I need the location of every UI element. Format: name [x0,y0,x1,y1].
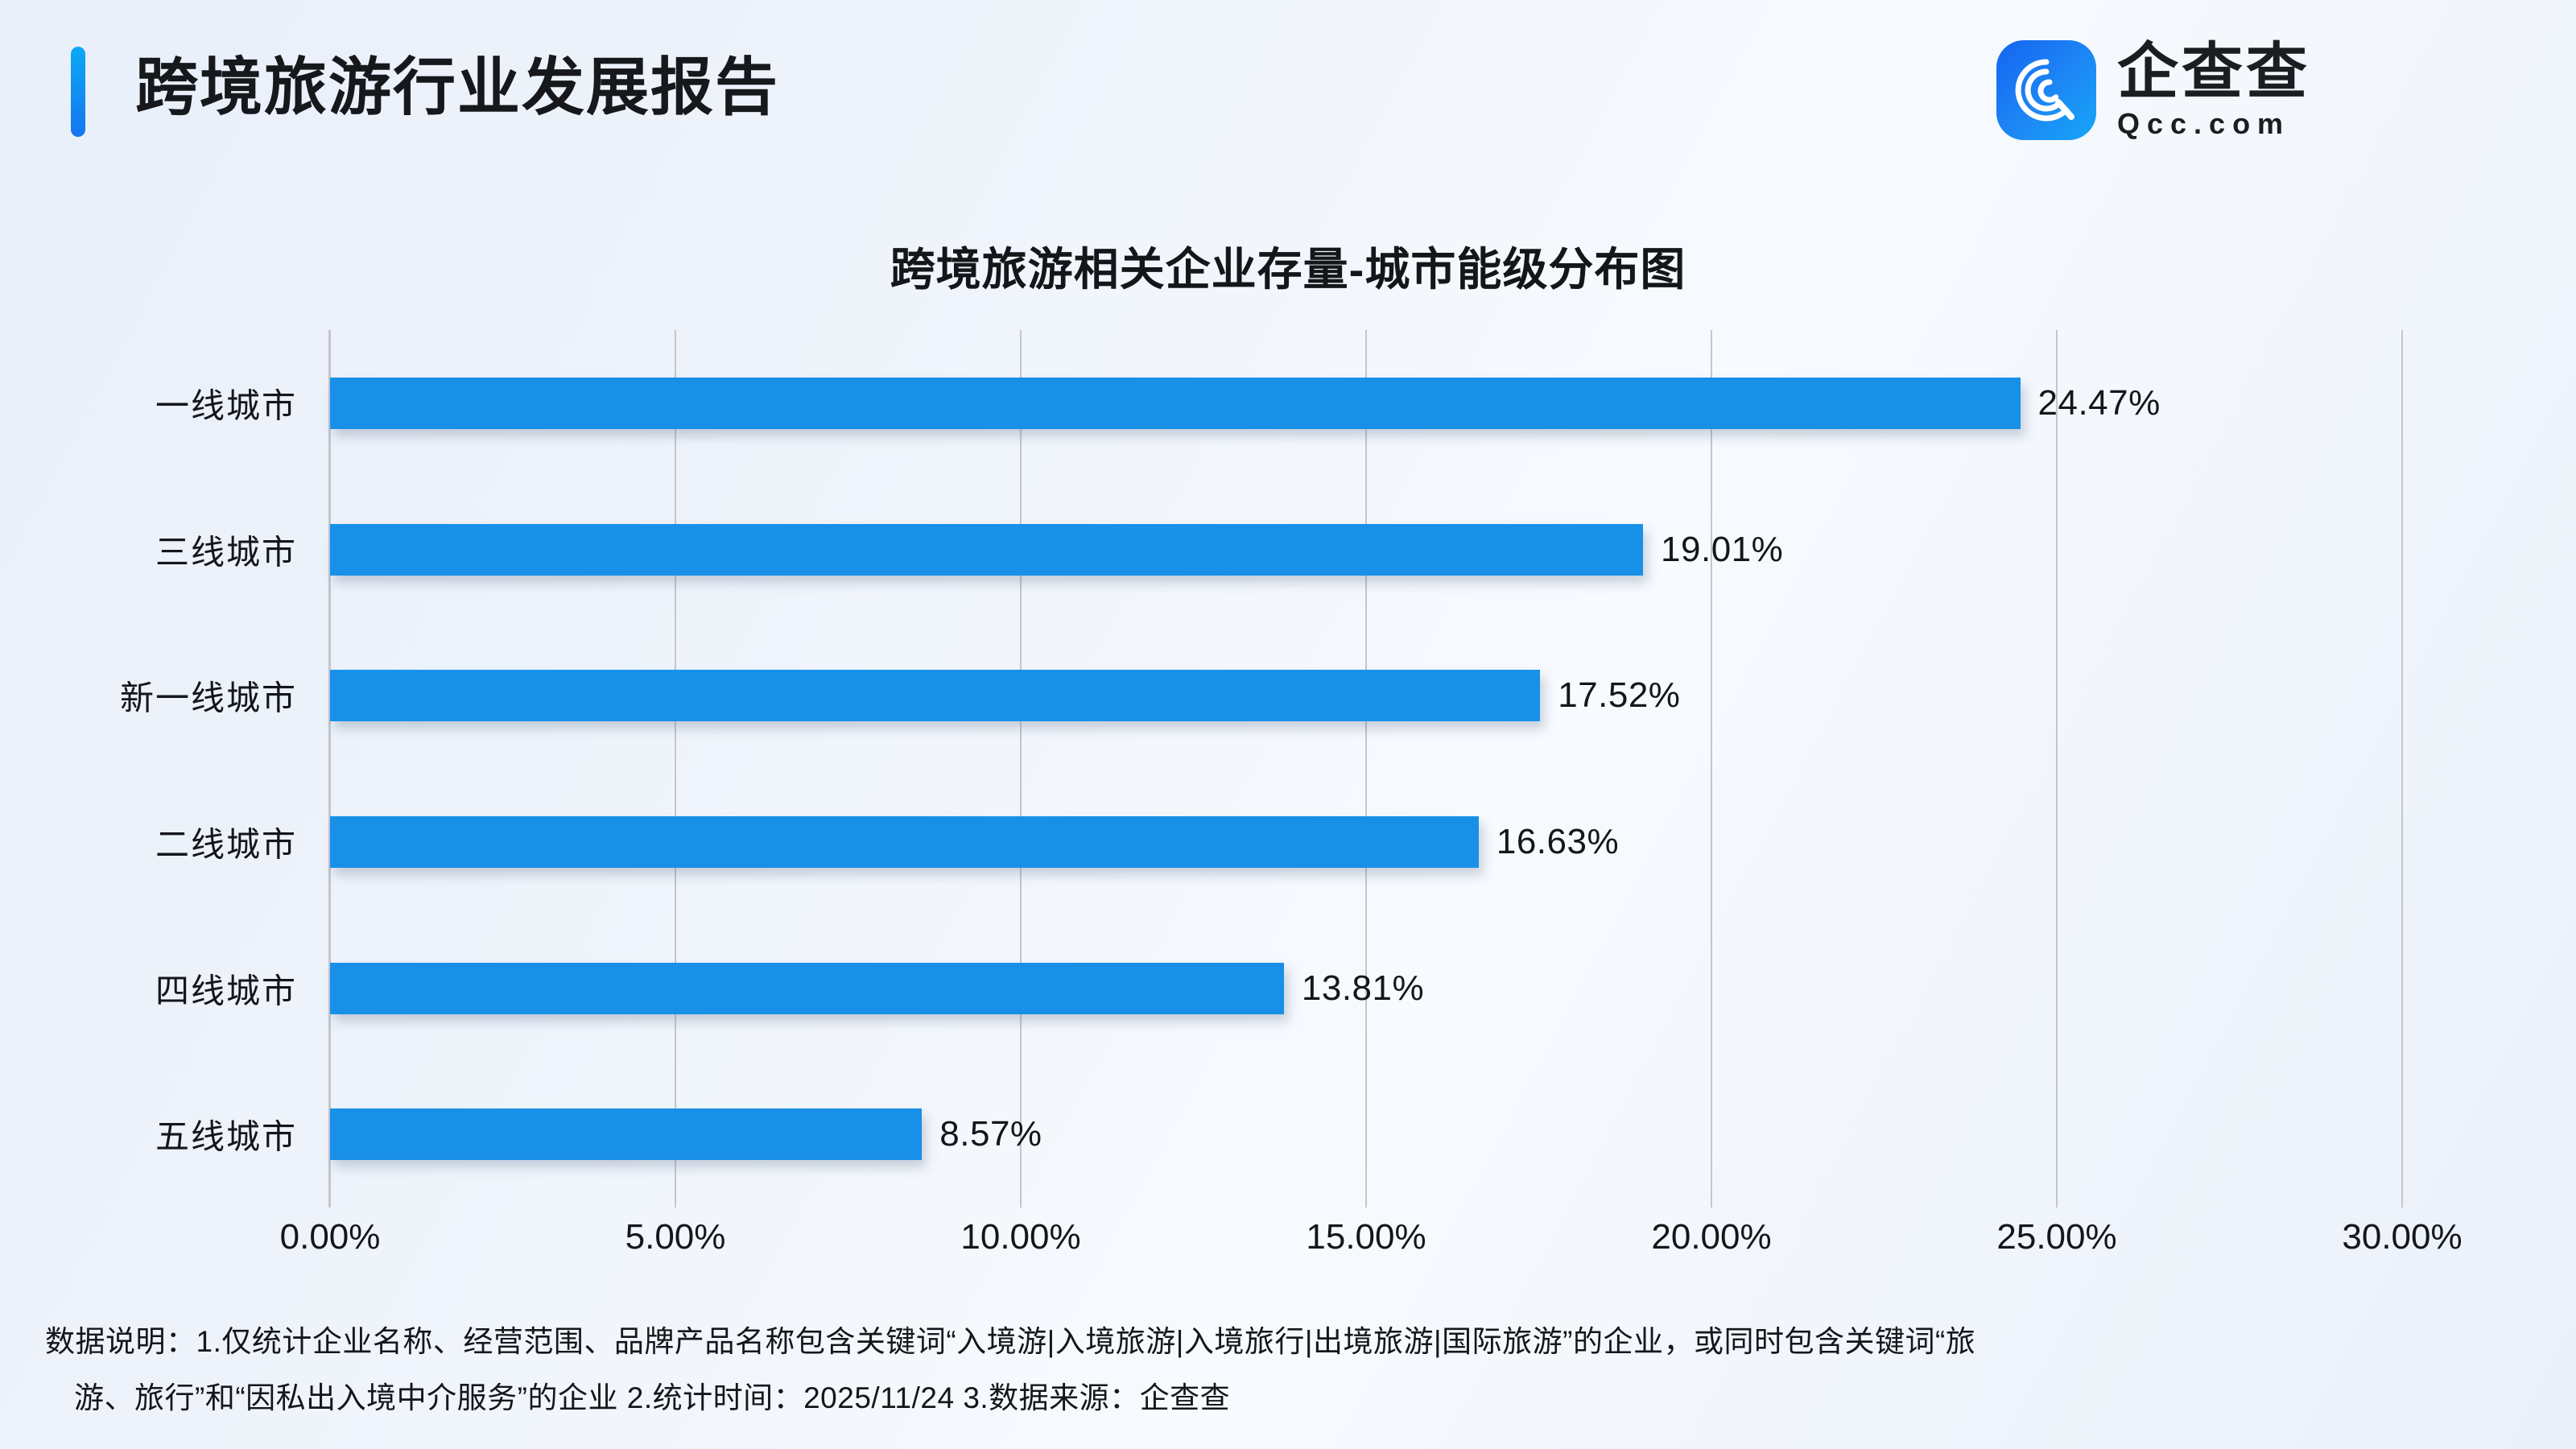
bar-value-label: 13.81% [1301,968,1425,1008]
bar-value-label: 16.63% [1496,821,1620,861]
bar[interactable] [330,523,1644,576]
gridline [1711,330,1712,1208]
logo-text: 企查查 Qcc.com [2117,39,2310,142]
y-axis-label-slot: 二线城市 [0,816,299,868]
footnote-line-1: 数据说明：1.仅统计企业名称、经营范围、品牌产品名称包含关键词“入境游|入境旅游… [45,1325,1976,1358]
gridline [2401,330,2403,1208]
brand-logo: 企查查 Qcc.com [1996,39,2310,142]
bar[interactable] [330,962,1284,1014]
x-axis-tick-label: 20.00% [1651,1217,1772,1257]
y-axis-line [328,330,331,1208]
title-accent-bar [71,47,85,137]
y-axis-label-slot: 新一线城市 [0,670,299,721]
category-label: 四线城市 [155,972,297,1009]
footnote: 数据说明：1.仅统计企业名称、经营范围、品牌产品名称包含关键词“入境游|入境旅游… [45,1314,2533,1426]
page-title: 跨境旅游行业发展报告 [135,52,780,122]
chart-plot-area: 24.47% 19.01% 17.52% 16.63% 13.81% 8.57% [330,330,2403,1208]
page-header: 跨境旅游行业发展报告 企查查 Qcc.com [0,0,2576,201]
bar-value-label: 17.52% [1558,675,1681,716]
x-axis-tick-label: 0.00% [279,1217,381,1257]
gridline [1365,330,1367,1208]
gridline [2056,330,2058,1208]
bar[interactable] [330,815,1479,868]
y-axis-label-slot: 一线城市 [0,378,299,429]
bar-row[interactable]: 16.63% [330,815,2402,868]
y-axis-label-slot: 四线城市 [0,963,299,1014]
x-axis-tick-label: 10.00% [960,1217,1081,1257]
x-axis-tick-label: 5.00% [625,1217,726,1257]
bar-value-label: 24.47% [2037,382,2161,423]
x-axis-labels: 0.00% 5.00% 10.00% 15.00% 20.00% 25.00% 30.00% [0,1217,2576,1274]
gridline [1020,330,1022,1208]
bar[interactable] [330,670,1541,722]
logo-name-cn: 企查查 [2117,38,2310,106]
y-axis-label-slot: 五线城市 [0,1108,299,1160]
bar-row[interactable]: 17.52% [330,670,2402,722]
gridline [675,330,676,1208]
chart-title: 跨境旅游相关企业存量-城市能级分布图 [890,244,1686,295]
x-axis-tick-label: 25.00% [1996,1217,2117,1257]
logo-name-en: Qcc.com [2117,107,2291,140]
qcc-logo-icon [1996,40,2096,140]
category-label: 新一线城市 [119,679,297,717]
footnote-line-2: 游、旅行”和“因私出入境中介服务”的企业 2.统计时间：2025/11/24 3… [74,1381,1231,1414]
bar-value-label: 19.01% [1661,529,1784,569]
bar[interactable] [330,377,2021,429]
bar[interactable] [330,1108,923,1161]
category-label: 一线城市 [155,386,297,425]
bar-value-label: 8.57% [939,1114,1042,1154]
category-label: 二线城市 [155,825,297,864]
category-label: 五线城市 [155,1117,297,1156]
y-axis-label-slot: 三线城市 [0,524,299,576]
bar-row[interactable]: 24.47% [330,377,2402,429]
bar-row[interactable]: 8.57% [330,1108,2402,1161]
bar-row[interactable]: 19.01% [330,523,2402,576]
y-axis-labels: 一线城市三线城市新一线城市二线城市四线城市五线城市 [0,330,299,1208]
x-axis-tick-label: 15.00% [1306,1217,1426,1257]
category-label: 三线城市 [155,533,297,571]
x-axis-tick-label: 30.00% [2342,1217,2462,1257]
bar-row[interactable]: 13.81% [330,962,2402,1014]
